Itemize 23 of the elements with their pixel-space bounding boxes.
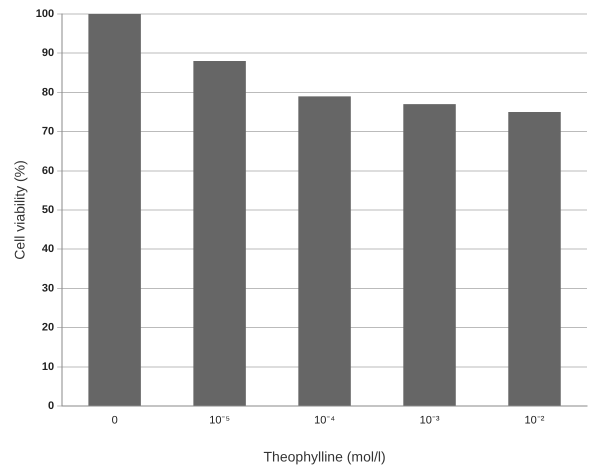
bar	[193, 61, 246, 406]
y-tick-label: 50	[42, 204, 54, 216]
y-tick-label: 0	[48, 400, 54, 412]
y-tick-label: 70	[42, 126, 54, 138]
x-tick-label: 10⁻⁴	[314, 414, 336, 427]
x-axis-title: Theophylline (mol/l)	[263, 448, 386, 464]
bar	[88, 14, 141, 406]
bar	[508, 112, 561, 406]
x-tick-label: 10⁻³	[420, 414, 440, 427]
bar	[298, 96, 351, 406]
y-tick-label: 90	[42, 47, 54, 60]
y-tick-label: 40	[42, 243, 54, 256]
x-tick-label: 10⁻⁵	[209, 414, 230, 427]
y-tick-label: 80	[42, 86, 54, 98]
x-tick-label: 0	[112, 414, 118, 427]
bar	[403, 104, 456, 406]
x-tick-label: 10⁻²	[524, 414, 545, 427]
y-tick-label: 20	[42, 322, 54, 334]
y-tick-label: 10	[42, 360, 54, 373]
y-axis-title: Cell viability (%)	[11, 160, 28, 260]
y-tick-label: 30	[42, 282, 54, 294]
y-tick-label: 60	[42, 164, 54, 177]
y-tick-label: 100	[36, 8, 54, 20]
